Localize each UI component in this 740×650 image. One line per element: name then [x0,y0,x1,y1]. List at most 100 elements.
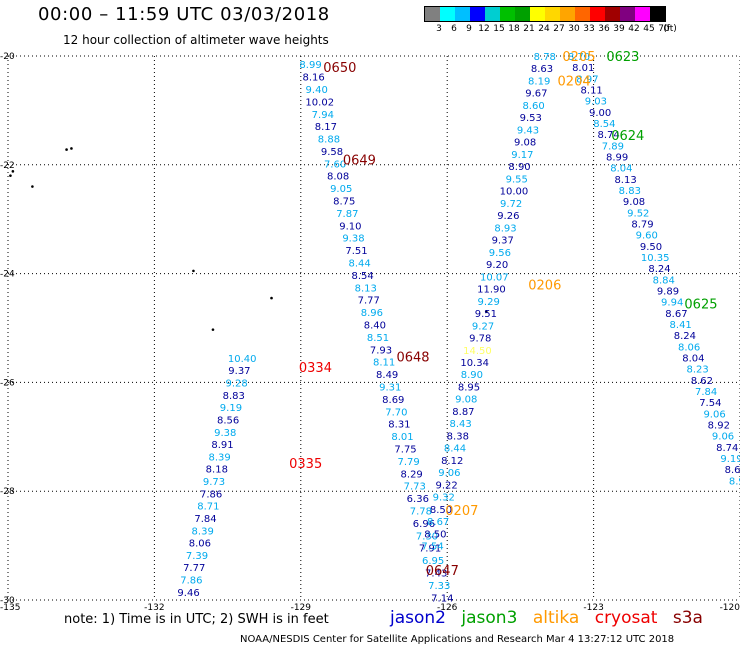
track-time-labels: 0334 0335 0650 0649 0648 0647 0205 0204 0206 0207… [289,50,717,579]
s3a-value: 8.75 [333,197,355,208]
s3a-value: 7.14 [431,593,453,604]
s3a-value: 6.36 [407,494,429,505]
color-swatch [440,7,455,21]
jason3-value: 9.60 [636,231,658,242]
cryosat-value: 10.40 [228,354,257,365]
s3a-value: 7.70 [385,407,407,418]
altika-value: 9.37 [492,236,514,247]
altika-value: 7.54 [421,542,443,553]
color-swatch [530,7,545,21]
lat-tick-label: -22 [0,161,15,171]
legend-s3a: s3a [672,608,703,628]
s3a-value: 9.58 [321,147,343,158]
s3a-time-label: 0649 [343,153,376,168]
jason3-value: 7.84 [695,387,717,398]
cryosat-value: 9.38 [214,428,236,439]
s3a-value: 9.10 [339,221,361,232]
altika-value: 10.34 [460,358,489,369]
color-swatch [485,7,500,21]
island-dot [270,296,273,300]
color-scale-label: 21 [523,24,535,34]
color-scale-bar [424,6,666,22]
island-dot [484,310,488,313]
jason3-value: 10.35 [641,253,670,264]
altika-value: 10.07 [480,272,509,283]
altika-value: 9.08 [514,138,536,149]
s3a-value: 8.01 [391,432,413,443]
jason3-value: 8.11 [581,85,603,96]
s3a-value: 7.93 [370,345,392,356]
altika-time-label: 0205 [562,50,595,65]
s3a-value: 7.79 [397,457,419,468]
color-scale-label: (ft) [663,24,677,34]
jason3-value: 8.83 [619,186,641,197]
jason3-value: 8.99 [606,152,628,163]
cryosat-value: 9.37 [228,366,250,377]
s3a-value: 9.31 [379,383,401,394]
color-swatch [635,7,650,21]
footer-note: note: 1) Time is in UTC; 2) SWH is in fe… [64,612,329,627]
page-title: 00:00 – 11:59 UTC 03/03/2018 [38,4,330,25]
jason3-value: 9.03 [585,97,607,108]
altika-value: 9.78 [469,334,491,345]
cryosat-value: 7.86 [200,489,222,500]
lat-tick-label: -30 [0,596,15,606]
color-scale-label: 6 [451,24,457,34]
s3a-value: 7.87 [336,209,358,220]
color-scale-label: 70 [658,24,670,34]
jason3-value: 8.67 [665,309,687,320]
jason3-value: 9.52 [627,208,649,219]
cryosat-value: 7.77 [183,563,205,574]
color-scale-label: 42 [628,24,640,34]
jason3-value: 8.06 [678,342,700,353]
altika-value: 9.72 [500,199,522,210]
color-scale-label: 39 [613,24,625,34]
island-dot [11,170,15,173]
color-swatch [590,7,605,21]
s3a-value: 7.51 [345,246,367,257]
cryosat-value: 9.73 [203,477,225,488]
lon-tick-label: -132 [144,603,164,613]
color-swatch [650,7,665,21]
s3a-value: 7.30 [416,531,438,542]
altika-value: 9.55 [506,174,528,185]
legend-cryosat: cryosat [594,608,658,628]
altika-value: 8.67 [427,517,449,528]
s3a-value: 9.40 [306,85,328,96]
s3a-value: 7.78 [410,506,432,517]
s3a-value: 7.43 [425,568,447,579]
jason3-value: 8.79 [631,219,653,230]
color-swatch [425,7,440,21]
jason3-value: 9.19 [720,454,740,465]
s3a-value: 8.54 [352,271,374,282]
altika-value: 8.90 [508,162,530,173]
legend-jason3: jason3 [461,608,518,628]
color-scale-label: 36 [598,24,610,34]
s3a-value: 8.13 [355,283,377,294]
legend-altika: altika [532,608,580,628]
cryosat-value: 8.06 [189,539,211,550]
lon-tick-label: -120 [720,603,740,613]
s3a-value: 7.60 [324,159,346,170]
lat-tick-label: -26 [0,378,15,388]
altika-value: 8.44 [444,444,466,455]
s3a-value: 8.11 [373,358,395,369]
altika-value: 9.27 [472,321,494,332]
s3a-value: 9.05 [330,184,352,195]
cryosat-value: 8.39 [209,452,231,463]
s3a-value: 8.17 [315,122,337,133]
altika-value: 9.29 [478,297,500,308]
altika-value: 8.43 [449,419,471,430]
altika-value: 9.43 [517,125,539,136]
jason3-value: 8.62 [691,376,713,387]
s3a-value: 8.99 [299,60,321,71]
jason3-value: 8.97 [576,74,598,85]
jason3-value: 8.04 [682,353,704,364]
jason3-value: 7.54 [699,398,721,409]
jason3-value: 8.13 [614,175,636,186]
jason3-value: 9.06 [712,432,734,443]
color-scale-labels: 3 6 9 12 15 18 21 24 27 30 33 36 39 42 45 70 (ft) [424,24,740,36]
jason3-value: 9.94 [661,298,683,309]
color-swatch [575,7,590,21]
track-values: 10.409.379.288.839.198.569.388.918.398.1… [177,52,740,604]
